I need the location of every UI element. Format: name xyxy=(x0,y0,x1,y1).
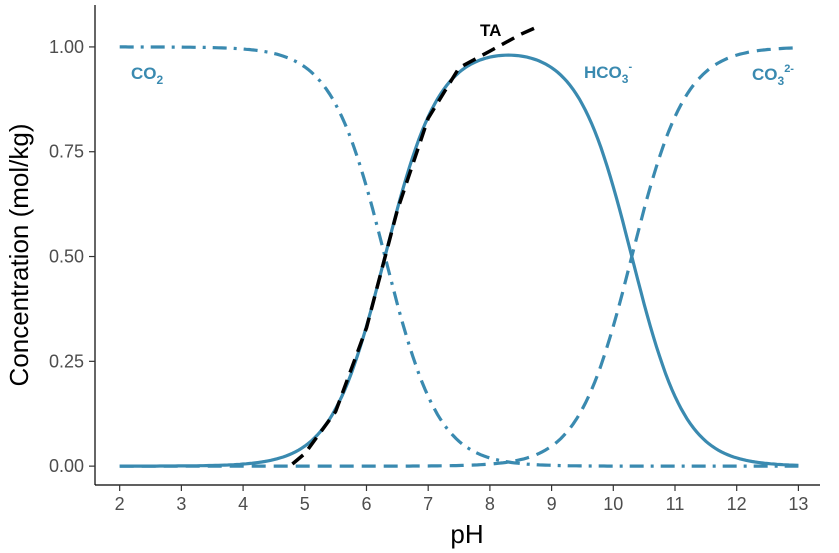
y-axis-title: Concentration (mol/kg) xyxy=(4,124,34,387)
series-label-ta: TA xyxy=(480,21,501,40)
series-label-hco3: HCO3- xyxy=(584,61,632,86)
x-tick-label: 12 xyxy=(727,494,747,514)
series-label-subscript: 3 xyxy=(622,72,629,86)
series-line-co2 xyxy=(119,45,799,468)
x-tick-label: 9 xyxy=(547,494,557,514)
y-tick-label: 0.00 xyxy=(49,456,84,476)
x-axis: 2 3 4 5 6 7 8 9 10 11 12 13 xyxy=(115,485,808,514)
y-tick-label: 0.25 xyxy=(49,351,84,371)
y-tick-label: 0.75 xyxy=(49,142,84,162)
series-label-co2: CO2 xyxy=(131,64,164,87)
series-line-co3-2 xyxy=(119,46,799,468)
x-tick-label: 3 xyxy=(176,494,186,514)
series-line-ta xyxy=(291,24,541,466)
series-label-subscript: 3 xyxy=(778,74,785,88)
x-tick-label: 10 xyxy=(603,494,623,514)
y-tick-label: 0.50 xyxy=(49,247,84,267)
x-tick-label: 5 xyxy=(300,494,310,514)
series-label-base: TA xyxy=(480,21,501,40)
series-labels: CO2 HCO3- CO32-TA xyxy=(131,21,794,88)
x-tick-label: 2 xyxy=(115,494,125,514)
series-label-superscript: 2- xyxy=(784,63,794,75)
x-tick-label: 11 xyxy=(666,494,685,514)
series-label-base: CO xyxy=(131,64,157,83)
x-axis-title: pH xyxy=(450,519,483,549)
series-line-hco3 xyxy=(119,53,799,468)
x-tick-label: 7 xyxy=(423,494,433,514)
plot-area xyxy=(119,24,799,468)
series-label-subscript: 2 xyxy=(157,73,164,87)
series-label-base: HCO xyxy=(584,63,622,82)
series-label-superscript: - xyxy=(628,61,632,73)
x-tick-label: 8 xyxy=(485,494,495,514)
y-tick-label: 1.00 xyxy=(49,37,84,57)
x-tick-label: 4 xyxy=(238,494,248,514)
series-label-base: CO xyxy=(752,65,778,84)
series-label-co3-2: CO32- xyxy=(752,63,794,88)
y-axis: 0.00 0.25 0.50 0.75 1.00 xyxy=(49,37,95,476)
x-tick-label: 13 xyxy=(788,494,808,514)
x-tick-label: 6 xyxy=(361,494,371,514)
